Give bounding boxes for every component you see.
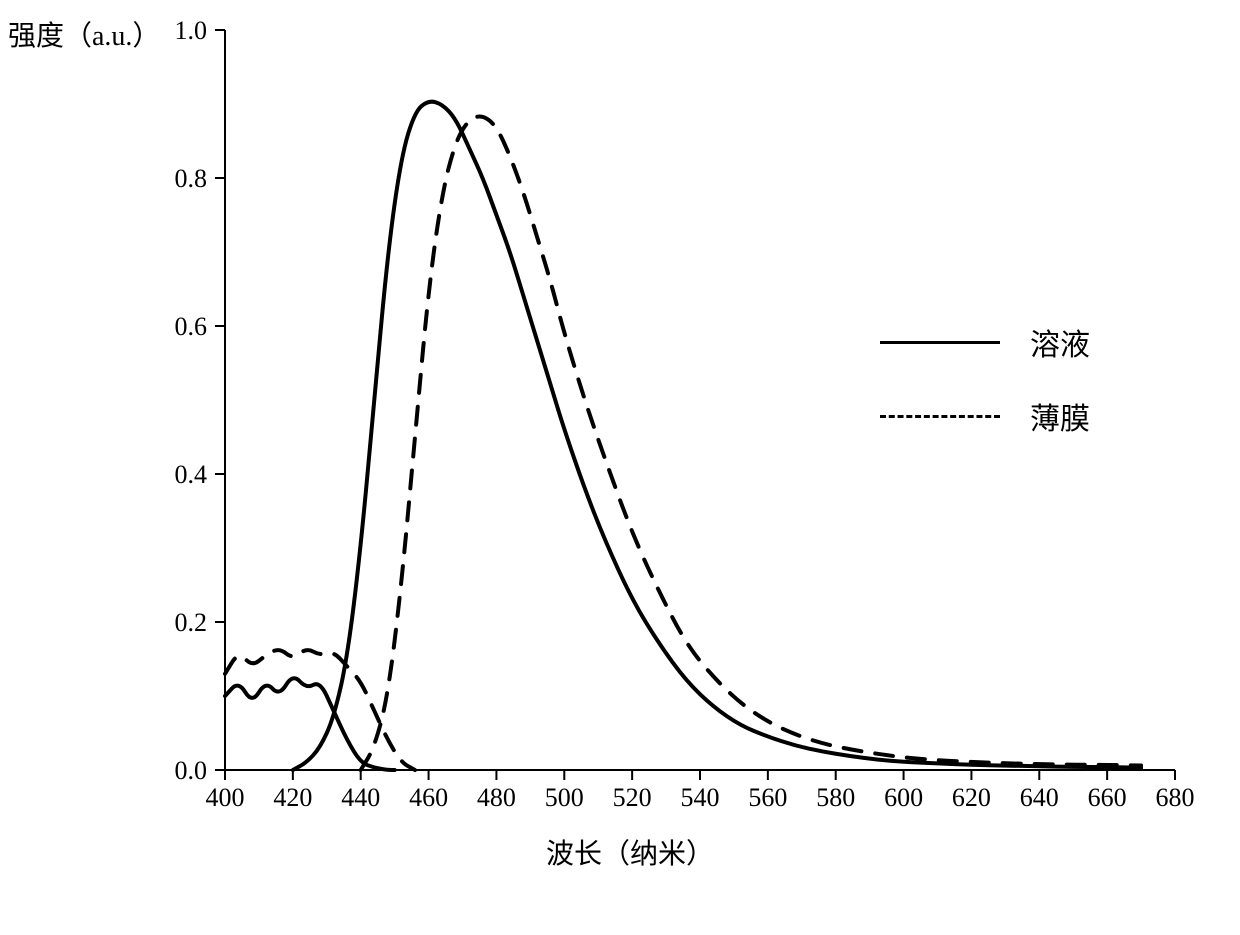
- svg-text:1.0: 1.0: [175, 16, 208, 45]
- svg-text:0.6: 0.6: [175, 312, 208, 341]
- legend-label-solution: 溶液: [1030, 320, 1090, 364]
- svg-text:460: 460: [409, 783, 448, 812]
- svg-text:500: 500: [545, 783, 584, 812]
- legend-row-solution: 溶液: [880, 320, 1090, 364]
- svg-text:680: 680: [1156, 783, 1195, 812]
- svg-text:640: 640: [1020, 783, 1059, 812]
- svg-text:420: 420: [273, 783, 312, 812]
- legend-label-film: 薄膜: [1030, 394, 1090, 438]
- svg-text:0.2: 0.2: [175, 608, 208, 637]
- spectrum-figure: 强度（a.u.） 0.00.20.40.60.81.04004204404604…: [0, 0, 1240, 935]
- x-axis-label: 波长（纳米）: [480, 832, 780, 872]
- svg-text:0.4: 0.4: [175, 460, 208, 489]
- svg-text:560: 560: [748, 783, 787, 812]
- legend-row-film: 薄膜: [880, 394, 1090, 438]
- legend-line-solid-icon: [880, 341, 1000, 344]
- svg-text:480: 480: [477, 783, 516, 812]
- legend-line-dashed-icon: [880, 415, 1000, 418]
- svg-text:540: 540: [681, 783, 720, 812]
- svg-text:660: 660: [1088, 783, 1127, 812]
- svg-text:600: 600: [884, 783, 923, 812]
- svg-text:620: 620: [952, 783, 991, 812]
- svg-text:400: 400: [206, 783, 245, 812]
- svg-text:440: 440: [341, 783, 380, 812]
- legend: 溶液 薄膜: [880, 320, 1090, 468]
- svg-text:0.8: 0.8: [175, 164, 208, 193]
- svg-text:580: 580: [816, 783, 855, 812]
- legend-swatch-solid: [880, 327, 1000, 357]
- svg-text:0.0: 0.0: [175, 756, 208, 785]
- legend-swatch-dashed: [880, 401, 1000, 431]
- svg-text:520: 520: [613, 783, 652, 812]
